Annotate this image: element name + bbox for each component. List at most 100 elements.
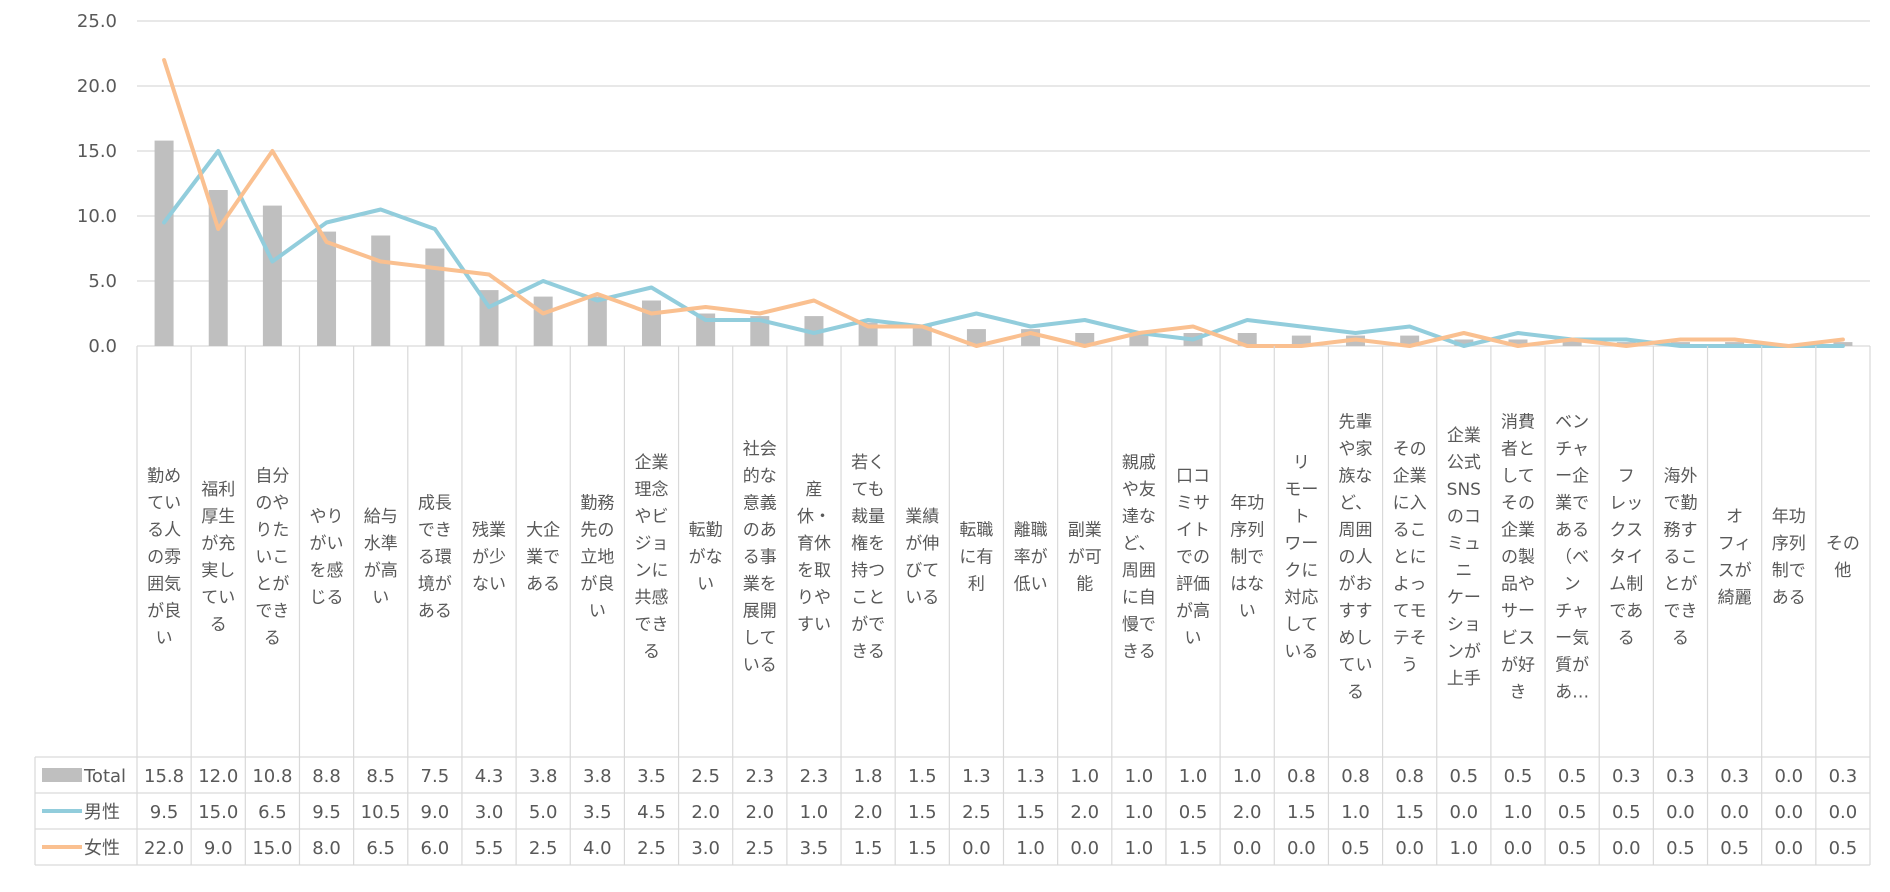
data-label: 15.0 (198, 802, 238, 823)
category-label-line: して (1501, 467, 1535, 487)
category-label-line: 業で (526, 548, 560, 568)
category-label-line: 親戚 (1122, 453, 1156, 473)
category-label-line: チャ (1555, 440, 1589, 460)
data-label: 2.5 (529, 838, 558, 859)
data-label: 0.5 (1829, 838, 1858, 859)
category-label-line: や友 (1122, 480, 1156, 500)
category-label-line: その (1826, 534, 1860, 554)
y-axis-ticks: 0.0 5.0 10.0 15.0 20.0 25.0 (77, 11, 117, 357)
category-label-line: てい (147, 494, 181, 514)
category-label-line: が充 (201, 534, 235, 554)
category-label-line: き (1509, 683, 1526, 703)
category-label-line: が高 (1176, 602, 1210, 622)
category-label-line: で勤 (1663, 494, 1697, 514)
data-label: 0.3 (1612, 766, 1641, 787)
data-label: 1.0 (1125, 838, 1154, 859)
data-label: 2.3 (800, 766, 829, 787)
category-label-line: る (264, 629, 281, 649)
category-label-line: が少 (472, 548, 506, 568)
data-label: 0.0 (1829, 802, 1858, 823)
data-label: 0.0 (1774, 838, 1803, 859)
bar-total (1454, 339, 1474, 346)
category-label-line: フィ (1718, 534, 1752, 554)
category-label-line: 共感 (634, 588, 668, 608)
data-label: 3.8 (583, 766, 612, 787)
data-label: 8.5 (366, 766, 395, 787)
bar-series-total (154, 140, 1853, 346)
data-label: 1.5 (1395, 802, 1424, 823)
data-label: 0.5 (1450, 766, 1479, 787)
data-label: 1.3 (962, 766, 991, 787)
category-label-line: に自 (1122, 588, 1156, 608)
data-label: 0.0 (1720, 802, 1749, 823)
category-label-line: 水準 (364, 534, 398, 554)
category-label-line: 若く (851, 453, 885, 473)
category-label-line: ど、 (1122, 534, 1155, 554)
category-label-line: が良 (147, 602, 181, 622)
category-label-line: 境が (418, 575, 452, 595)
data-label: 0.0 (1774, 766, 1803, 787)
category-label-line: ン (1564, 575, 1581, 595)
data-label: 9.5 (150, 802, 179, 823)
category-label-line: 産 (805, 480, 822, 500)
category-label-line: ベン (1555, 413, 1589, 433)
category-label-line: ケー (1447, 588, 1481, 608)
category-label-line: に有 (959, 548, 993, 568)
category-label-line: りた (255, 521, 289, 541)
category-label-line: ミュ (1447, 534, 1481, 554)
data-label: 6.5 (258, 802, 287, 823)
data-label: 0.0 (962, 838, 991, 859)
category-label-line: ワー (1284, 534, 1318, 554)
category-label-line: りや (797, 588, 831, 608)
category-label-line: 企業 (1501, 521, 1535, 541)
bar-total (1291, 335, 1311, 346)
category-label-line: めし (1339, 629, 1373, 649)
category-label-line: ショ (1447, 615, 1481, 635)
data-label: 1.0 (1070, 766, 1099, 787)
category-label-line: いる (905, 588, 939, 608)
category-label-line: る (1672, 629, 1689, 649)
data-label: 7.5 (421, 766, 450, 787)
data-label: 1.0 (1504, 802, 1533, 823)
y-tick-label: 20.0 (77, 76, 117, 97)
data-label: 1.0 (1341, 802, 1370, 823)
data-label: 0.3 (1720, 766, 1749, 787)
data-label: 2.5 (962, 802, 991, 823)
category-label-line: 企業 (1447, 426, 1481, 446)
data-label: 0.5 (1666, 838, 1695, 859)
category-label-line: チャ (1555, 602, 1589, 622)
category-label-line: いる (1284, 642, 1318, 662)
category-label-line: のや (255, 494, 289, 514)
category-label-line: での (1176, 548, 1210, 568)
legend-key-bar (42, 768, 82, 782)
category-label-line: 消費 (1501, 413, 1535, 433)
category-label-line: や家 (1339, 440, 1373, 460)
data-label: 0.0 (1233, 838, 1262, 859)
y-tick-label: 15.0 (77, 141, 117, 162)
data-label: 0.0 (1287, 838, 1316, 859)
data-label: 1.0 (1125, 766, 1154, 787)
category-label-line: う (1401, 656, 1418, 676)
category-label-line: でき (418, 521, 452, 541)
category-label-line: とに (1393, 548, 1427, 568)
category-label-line: がな (689, 548, 723, 568)
data-label: 1.0 (1233, 766, 1262, 787)
category-label-line: 海外 (1663, 467, 1697, 487)
category-label-line: リ (1293, 453, 1310, 473)
bar-total (750, 316, 770, 346)
category-label-line: 率が (1014, 548, 1048, 568)
data-label: 10.5 (361, 802, 401, 823)
data-label: 5.0 (529, 802, 558, 823)
category-label-line: 綺麗 (1718, 588, 1752, 608)
